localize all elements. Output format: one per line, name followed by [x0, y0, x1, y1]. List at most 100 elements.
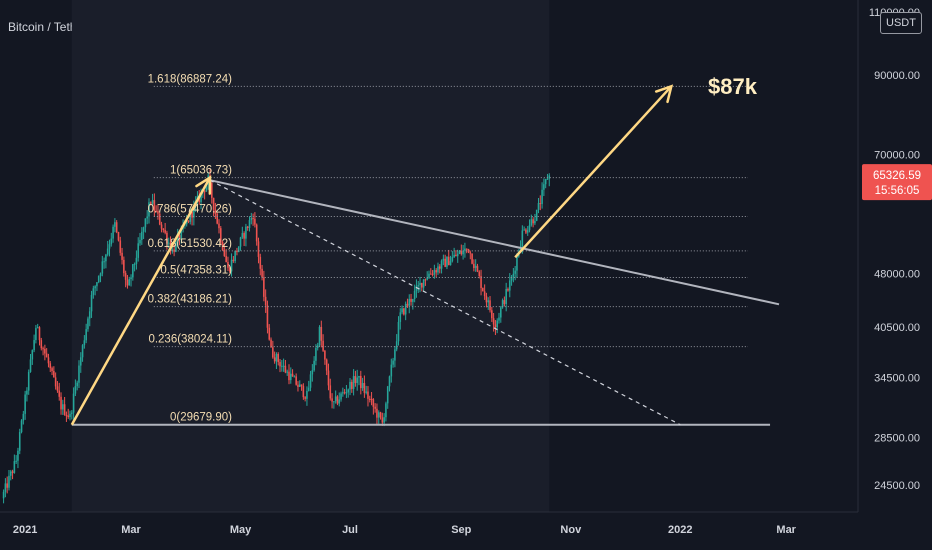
time-tick-label: Jul [342, 524, 358, 536]
candle [358, 375, 360, 386]
time-tick-label: May [230, 524, 252, 536]
candle-body [101, 261, 104, 274]
candle [537, 198, 540, 214]
candle-body [76, 382, 78, 387]
candle-body [510, 276, 513, 281]
candle [433, 264, 436, 279]
candle [141, 227, 143, 245]
candle [96, 282, 98, 292]
candle [473, 259, 475, 272]
candle-body [462, 250, 464, 255]
candle-body [20, 420, 23, 433]
candle-body [293, 376, 296, 378]
candle-body [501, 300, 504, 308]
candle [281, 360, 283, 372]
candle [297, 381, 299, 392]
candle-body [343, 392, 346, 394]
chart-background [71, 0, 550, 512]
candle [263, 270, 265, 302]
candle [368, 395, 371, 403]
price-tick-label: 28500.00 [874, 433, 920, 445]
candle-body [44, 348, 46, 354]
candle-body [281, 365, 283, 367]
candle-body [112, 226, 114, 239]
candle [476, 263, 479, 273]
candle-body [230, 259, 233, 272]
price-tick-label: 24500.00 [874, 480, 920, 492]
candle [390, 358, 393, 383]
candle-body [394, 349, 396, 361]
candle-body [397, 321, 400, 342]
candle-body [390, 364, 393, 377]
candle [544, 178, 547, 189]
candle [119, 236, 122, 256]
candle-body [54, 377, 57, 387]
candle-body [417, 285, 420, 287]
candle [273, 351, 276, 364]
candle-body [365, 391, 367, 393]
candle [338, 392, 341, 407]
candle-body [354, 376, 357, 384]
candle [85, 323, 87, 344]
candle-body [47, 357, 50, 364]
candle [176, 228, 179, 248]
fib-level-label: 1(65036.73) [170, 165, 232, 177]
candle [474, 259, 477, 272]
candle [318, 325, 321, 347]
candle-body [304, 397, 306, 399]
candle-body [306, 390, 308, 399]
candle [155, 205, 157, 213]
candle [428, 270, 430, 280]
candle [471, 253, 473, 265]
candle [376, 403, 378, 425]
candle [245, 223, 247, 247]
candle-body [218, 223, 220, 229]
candle-body [273, 357, 276, 362]
candle [512, 268, 515, 283]
candle-body [541, 189, 543, 204]
candle [482, 287, 484, 292]
candle-body [56, 386, 59, 391]
candle [316, 342, 319, 351]
candle-body [53, 370, 55, 378]
candle-body [471, 253, 473, 264]
candle-body [338, 399, 341, 404]
candle [288, 364, 290, 385]
candle-body [327, 370, 330, 386]
candle-body [446, 256, 448, 267]
candle-body [458, 251, 461, 254]
candle [105, 253, 107, 269]
candle-body [110, 238, 113, 245]
candle-body [422, 279, 425, 288]
candle [347, 388, 350, 398]
candle [81, 344, 84, 362]
candle-body [90, 294, 93, 312]
candle-body [494, 324, 497, 328]
candle-body [144, 218, 147, 228]
candle-body [135, 257, 138, 264]
candle [377, 410, 380, 424]
candle [284, 360, 287, 374]
candle-body [92, 288, 95, 295]
candle-body [465, 248, 468, 250]
candle [543, 178, 545, 196]
candle-body [212, 197, 215, 210]
candle-body [386, 386, 389, 404]
candle-body [264, 296, 267, 306]
candle-body [313, 360, 315, 371]
current-price-badge[interactable] [862, 164, 932, 201]
candle [404, 301, 407, 321]
candle-body [467, 248, 470, 253]
candle-body [403, 308, 405, 315]
candle-body [376, 408, 378, 418]
candle-body [8, 475, 10, 488]
candle [429, 268, 432, 275]
candle [508, 273, 511, 298]
candle [4, 478, 7, 498]
candle-body [221, 242, 224, 251]
candle-body [187, 220, 190, 222]
candle-body [70, 412, 73, 414]
currency-selector[interactable]: USDT [880, 12, 922, 34]
